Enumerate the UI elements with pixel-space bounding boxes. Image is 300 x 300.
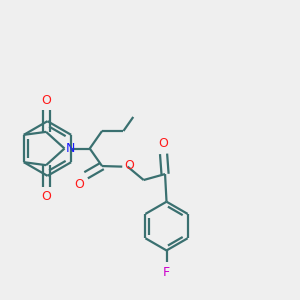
Text: O: O xyxy=(75,178,85,190)
Text: F: F xyxy=(163,266,170,279)
Text: O: O xyxy=(159,137,169,150)
Text: O: O xyxy=(41,94,51,107)
Text: O: O xyxy=(41,190,51,203)
Text: O: O xyxy=(124,159,134,172)
Text: N: N xyxy=(66,142,75,155)
